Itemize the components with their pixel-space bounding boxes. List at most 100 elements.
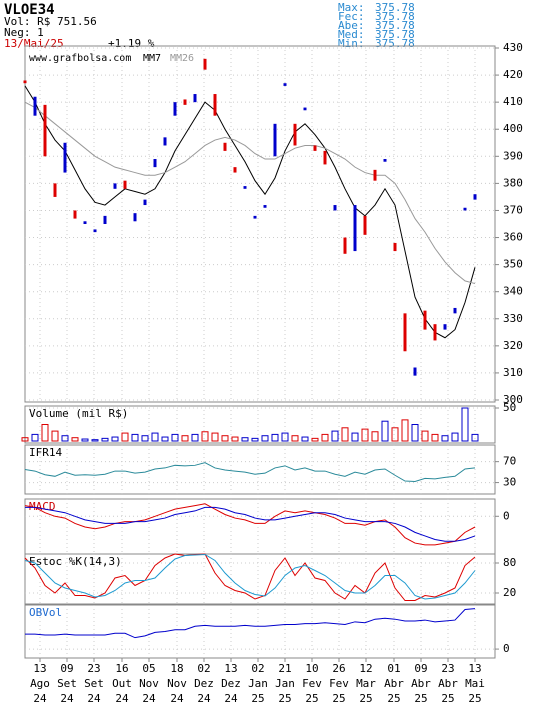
candle: [393, 242, 397, 252]
volume-bar: [421, 430, 429, 442]
candle: [103, 215, 107, 224]
y-tick-label: 360: [503, 231, 523, 244]
y-tick-label: 300: [503, 393, 523, 406]
ticker: VLOE34: [4, 2, 55, 18]
moving-average: [24, 101, 476, 285]
x-tick-label: Abr: [384, 677, 404, 690]
x-tick-label: 24: [197, 692, 211, 705]
stat-label: Med:: [338, 28, 365, 41]
volume-bar: [281, 432, 289, 442]
volume-bar: [341, 427, 349, 442]
volume-bar: [111, 436, 119, 442]
x-tick-label: 02: [251, 662, 264, 675]
x-tick-label: 13: [224, 662, 237, 675]
x-tick-label: 16: [115, 662, 128, 675]
volume-bar: [131, 433, 139, 442]
volume-bar: [361, 428, 369, 442]
candle: [43, 104, 47, 157]
y-tick-label: 340: [503, 285, 523, 298]
y-tick-label: 430: [503, 41, 523, 54]
volume-bar: [331, 430, 339, 442]
x-tick-label: Fev: [329, 677, 349, 690]
y-tick-label: 400: [503, 122, 523, 135]
x-tick-label: 01: [387, 662, 400, 675]
panel-frame: [24, 498, 496, 555]
trades: Neg: 1: [4, 26, 44, 39]
volume-bar: [221, 435, 229, 442]
candle: [253, 215, 257, 219]
indicator-line: [24, 462, 476, 483]
x-tick-label: Mai: [465, 677, 485, 690]
y-tick-label: 80: [503, 556, 516, 569]
volume-bar: [211, 432, 219, 442]
volume-bar: [121, 432, 129, 442]
indicator-line: [24, 553, 476, 601]
volume-bar: [151, 432, 159, 442]
volume-bar: [241, 437, 249, 442]
candle: [363, 215, 367, 235]
x-tick-label: Jan: [248, 677, 268, 690]
site-label: www.grafbolsa.com: [29, 53, 131, 64]
stat-label: Min:: [338, 37, 365, 50]
volume-bar: [371, 431, 379, 442]
candle: [83, 221, 87, 224]
candle: [373, 169, 377, 181]
panel-title: Volume (mil R$): [29, 407, 128, 420]
candle: [263, 205, 267, 208]
y-tick-label: 350: [503, 258, 523, 271]
y-tick-label: 370: [503, 203, 523, 216]
x-tick-label: 13: [468, 662, 481, 675]
panel-frame: [24, 604, 496, 659]
indicator-line: [25, 608, 476, 639]
candle: [343, 237, 347, 254]
y-tick-label: 320: [503, 339, 523, 352]
volume-bar: [71, 437, 79, 442]
x-tick-label: Nov: [139, 677, 159, 690]
x-tick-label: 25: [387, 692, 400, 705]
volume-bar: [271, 433, 279, 442]
volume-bar: [411, 424, 419, 442]
candle: [353, 205, 357, 252]
candle: [473, 194, 477, 200]
x-tick-label: Dez: [221, 677, 241, 690]
x-tick-label: 24: [87, 692, 101, 705]
y-tick-label: 410: [503, 95, 523, 108]
x-tick-label: 05: [142, 662, 155, 675]
volume-bar: [291, 435, 299, 442]
y-tick-label: 0: [503, 642, 510, 655]
y-tick-label: 420: [503, 68, 523, 81]
legend-label: MM26: [170, 53, 194, 64]
stat-label: Fec:: [338, 10, 365, 23]
stat-label: Abe:: [338, 19, 365, 32]
volume-bar: [431, 433, 439, 442]
x-tick-label: 24: [115, 692, 129, 705]
x-tick-label: Fev: [302, 677, 322, 690]
candle: [413, 367, 417, 376]
indicator-line: [25, 506, 476, 542]
moving-average: [24, 85, 476, 339]
x-tick-label: Dez: [194, 677, 214, 690]
volume-bar: [81, 438, 89, 442]
x-tick-label: 10: [305, 662, 318, 675]
volume: Vol: R$ 751.56: [4, 15, 97, 28]
candle: [23, 80, 27, 84]
candle: [383, 159, 387, 162]
candle: [143, 199, 147, 206]
volume-bar: [141, 435, 149, 442]
stat-label: Max:: [338, 1, 365, 14]
candle: [283, 83, 287, 86]
change: +1.19 %: [108, 37, 155, 50]
x-tick-label: 24: [170, 692, 184, 705]
y-tick-label: 390: [503, 149, 523, 162]
volume-bar: [231, 436, 239, 442]
y-tick-label: 50: [503, 401, 516, 414]
candle: [303, 107, 307, 111]
x-tick-label: 25: [305, 692, 318, 705]
x-tick-label: 25: [414, 692, 427, 705]
x-tick-label: 21: [278, 662, 291, 675]
candle: [273, 123, 277, 157]
candle: [33, 96, 37, 116]
x-tick-label: 13: [33, 662, 46, 675]
candle: [313, 145, 317, 151]
